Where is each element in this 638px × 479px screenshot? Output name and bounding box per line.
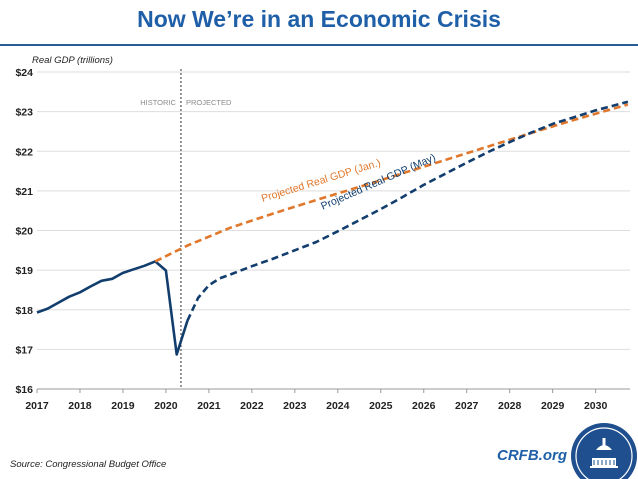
x-tick-label: 2023 (283, 400, 307, 412)
source-note: Source: Congressional Budget Office (10, 459, 167, 470)
historic-label: HISTORIC (140, 98, 176, 107)
y-tick-label: $24 (15, 67, 33, 79)
x-tick-label: 2027 (455, 400, 479, 412)
x-tick-label: 2022 (240, 400, 264, 412)
title-underline (0, 44, 638, 46)
x-tick-label: 2028 (498, 400, 522, 412)
y-tick-label: $23 (15, 107, 33, 119)
x-tick-label: 2018 (68, 400, 92, 412)
brand-link[interactable]: CRFB.org (497, 447, 567, 464)
x-tick-label: 2017 (25, 400, 49, 412)
x-tick-label: 2025 (369, 400, 393, 412)
x-tick-label: 2020 (154, 400, 178, 412)
x-tick-label: 2019 (111, 400, 135, 412)
jan-projection-line (154, 103, 629, 263)
y-tick-label: $19 (15, 265, 33, 277)
y-axis-label: Real GDP (trillions) (32, 55, 113, 66)
capitol-seal-icon (571, 423, 637, 479)
x-tick-label: 2021 (197, 400, 221, 412)
y-tick-label: $20 (15, 226, 33, 238)
x-tick-label: 2030 (584, 400, 608, 412)
projected-label: PROJECTED (186, 98, 232, 107)
y-tick-label: $22 (15, 146, 33, 158)
y-tick-label: $21 (15, 186, 33, 198)
chart-title: Now We’re in an Economic Crisis (137, 6, 501, 32)
may-projection-line (186, 100, 629, 322)
historic-gdp-line (36, 260, 189, 356)
x-tick-label: 2024 (326, 400, 350, 412)
y-tick-label: $17 (15, 344, 33, 356)
y-tick-label: $18 (15, 305, 33, 317)
x-tick-label: 2029 (541, 400, 565, 412)
y-tick-label: $16 (15, 384, 33, 396)
x-tick-label: 2026 (412, 400, 436, 412)
